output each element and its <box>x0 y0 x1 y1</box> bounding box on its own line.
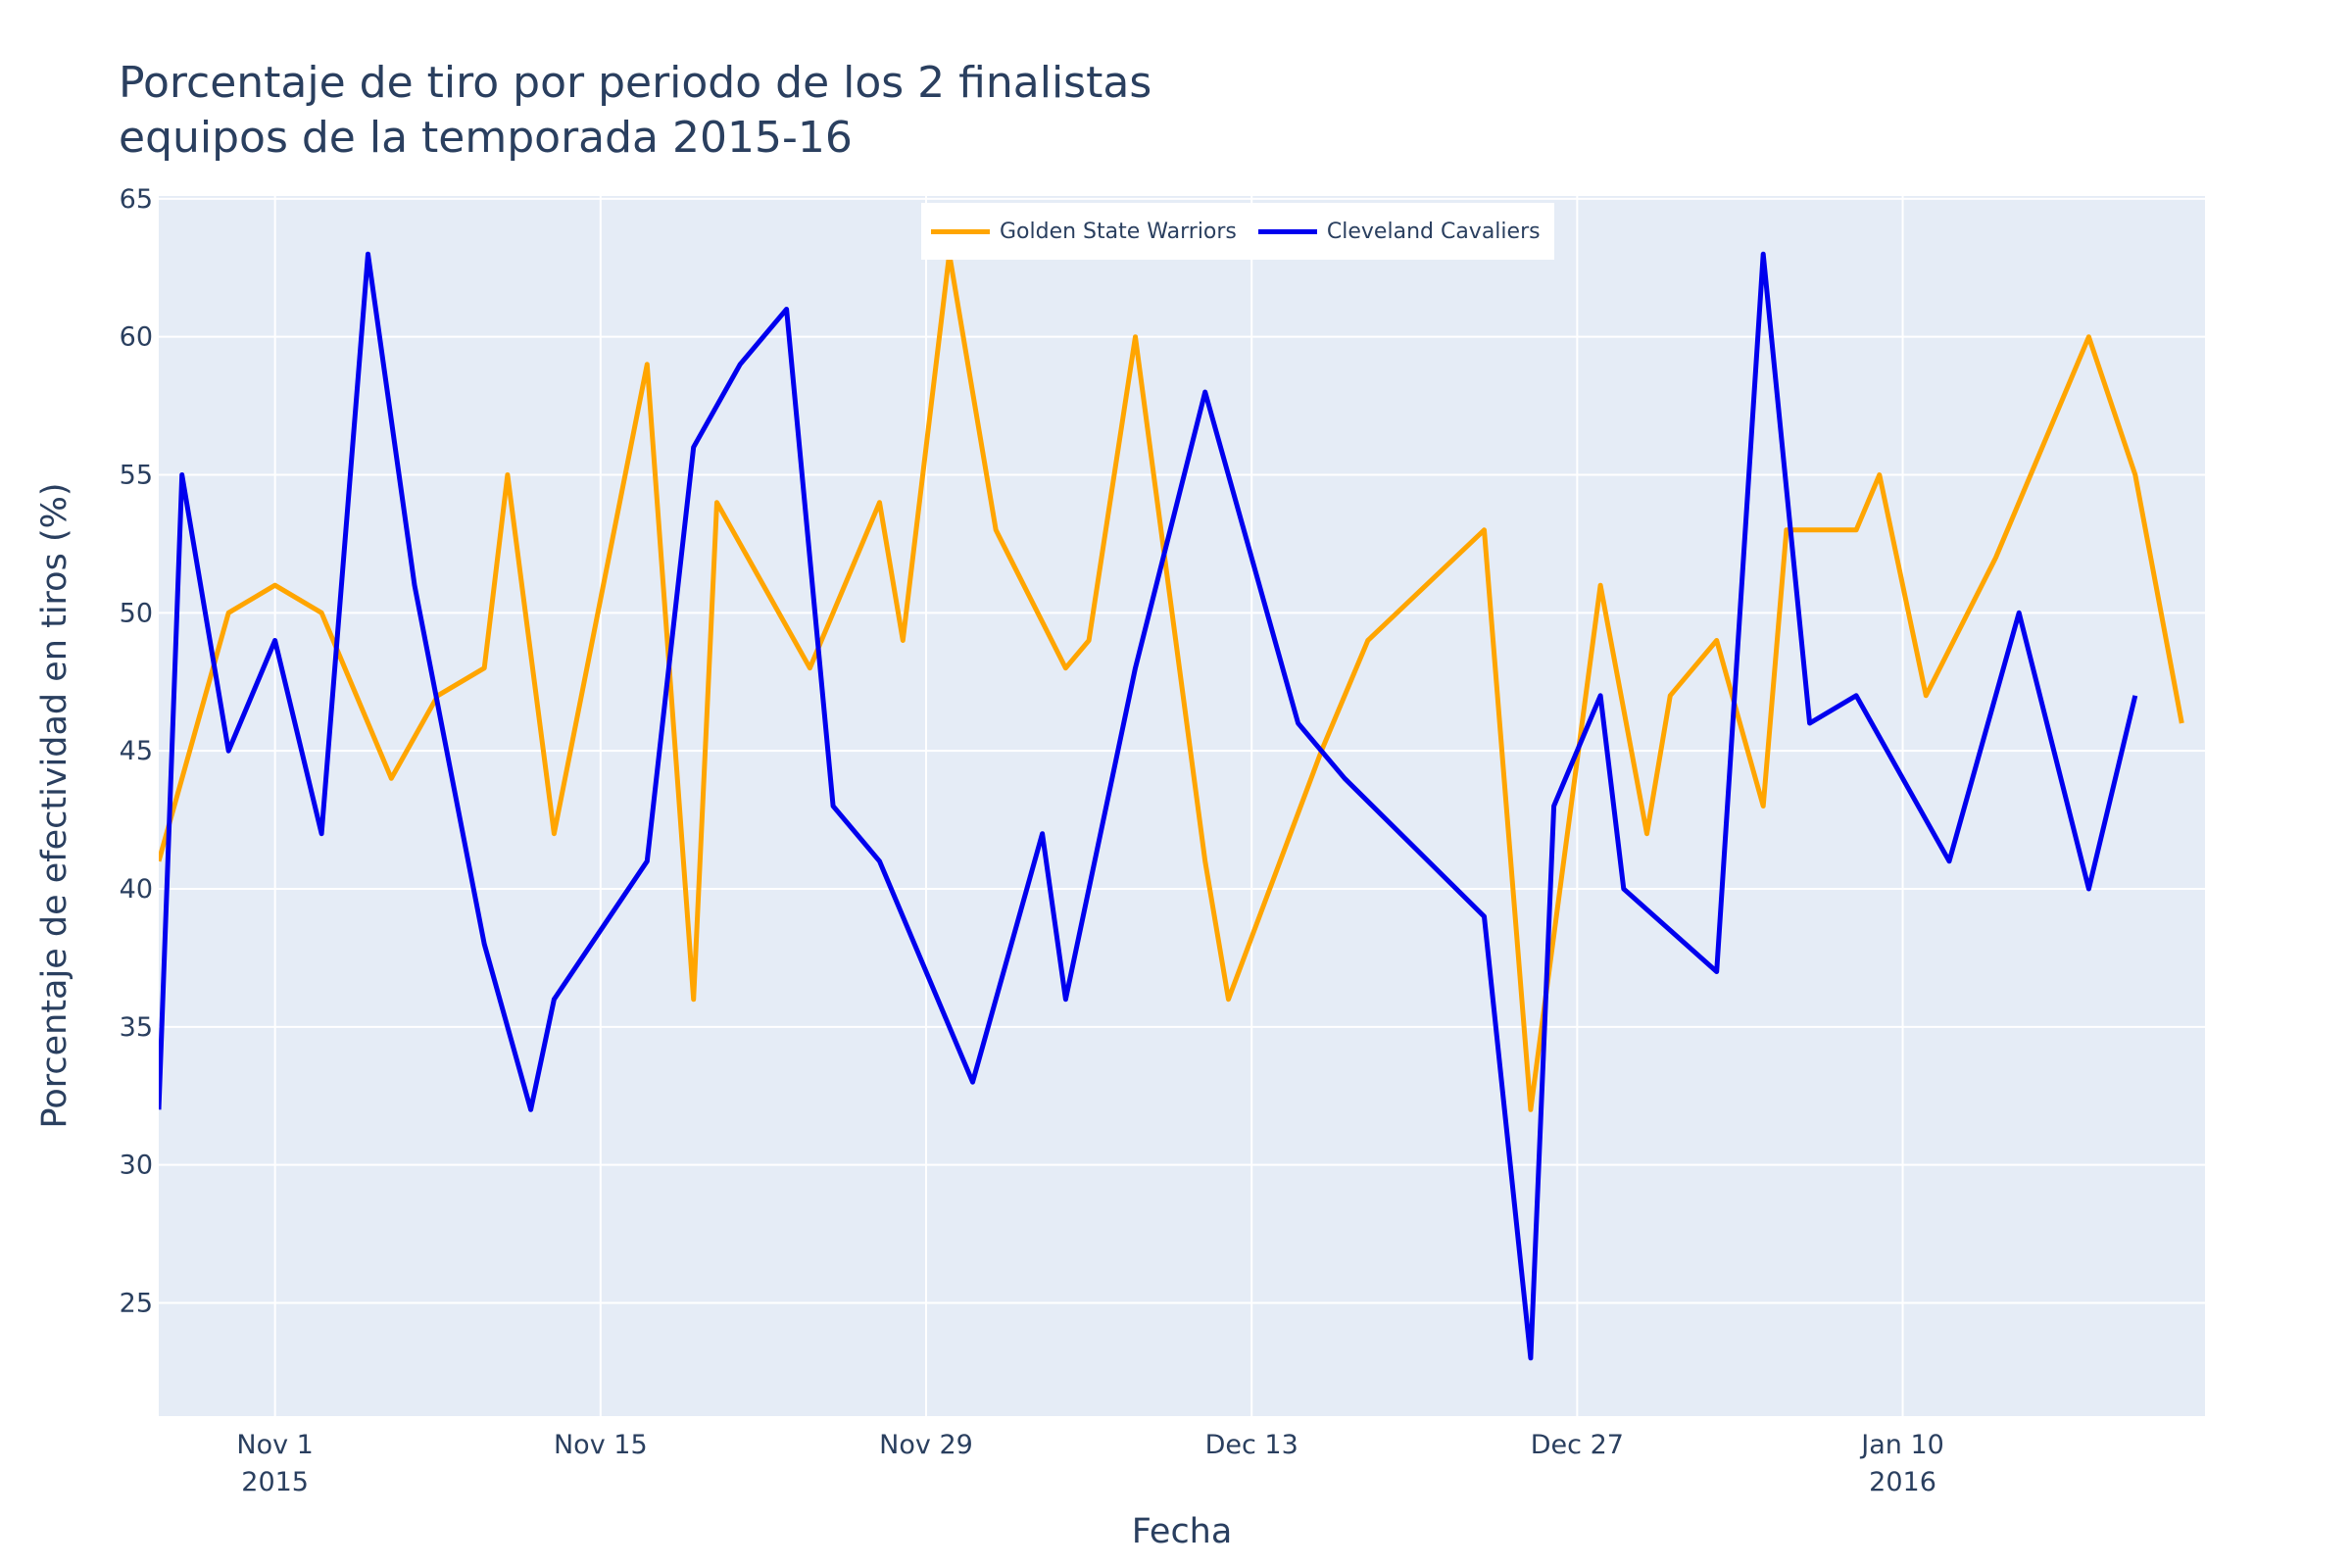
y-tick-label: 55 <box>120 460 153 490</box>
legend-swatch-golden-state <box>931 228 990 234</box>
x-gridlines <box>273 196 1904 1416</box>
x-tick-label: Nov 1 <box>236 1430 313 1460</box>
y-tick-label: 35 <box>120 1012 153 1043</box>
x-tick-sublabel: 2016 <box>1869 1467 1936 1497</box>
y-tick-label: 30 <box>120 1151 153 1181</box>
legend: Golden State Warriors Cleveland Cavalier… <box>921 203 1554 260</box>
x-tick-label: Nov 15 <box>554 1430 648 1460</box>
legend-item-cleveland[interactable]: Cleveland Cavaliers <box>1257 219 1541 244</box>
y-tick-labels: 25 30 35 40 45 50 55 60 65 <box>120 184 153 1319</box>
x-tick-label: Dec 13 <box>1205 1430 1298 1460</box>
y-tick-label: 40 <box>120 874 153 905</box>
legend-label-cleveland: Cleveland Cavaliers <box>1326 219 1541 244</box>
legend-label-golden-state: Golden State Warriors <box>1000 219 1237 244</box>
x-axis-title: Fecha <box>1132 1512 1233 1551</box>
y-axis-title: Porcentaje de efectividad en tiros (%) <box>35 482 74 1128</box>
x-tick-sublabel: 2015 <box>241 1467 309 1497</box>
series-line-golden-state-warriors <box>159 251 2184 1112</box>
legend-swatch-cleveland <box>1257 228 1317 234</box>
x-tick-labels: Nov 1 2015 Nov 15 Nov 29 Dec 13 Dec 27 Jan 10 2… <box>236 1430 1943 1497</box>
y-tick-label: 45 <box>120 736 153 766</box>
chart-title-line-2: equipos de la temporada 2015-16 <box>119 113 853 163</box>
legend-item-golden-state[interactable]: Golden State Warriors <box>931 220 1237 244</box>
series-line-cleveland-cavaliers <box>159 251 2138 1361</box>
y-tick-label: 60 <box>120 322 153 353</box>
plot-area <box>159 196 2205 1416</box>
y-tick-label: 25 <box>120 1289 153 1319</box>
x-tick-label: Nov 29 <box>879 1430 973 1460</box>
chart-title-line-1: Porcentaje de tiro por periodo de los 2 … <box>119 58 1152 108</box>
x-tick-label: Dec 27 <box>1531 1430 1624 1460</box>
y-tick-label: 65 <box>120 184 153 215</box>
series-layer <box>159 251 2184 1361</box>
y-tick-label: 50 <box>120 598 153 628</box>
x-tick-label: Jan 10 <box>1859 1430 1944 1460</box>
